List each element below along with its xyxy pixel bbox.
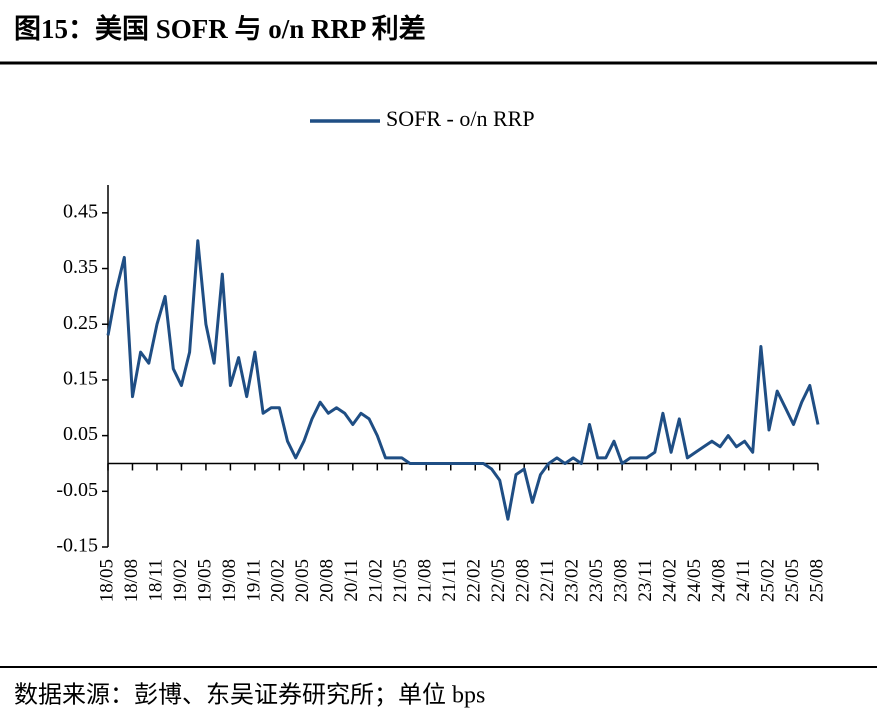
x-tick-label: 18/08 xyxy=(121,559,142,602)
y-tick-label: 0.05 xyxy=(63,423,98,445)
x-tick-label: 19/08 xyxy=(219,559,240,602)
x-tick-label: 22/02 xyxy=(464,559,485,602)
x-tick-label: 21/08 xyxy=(415,559,436,602)
x-tick-label: 20/05 xyxy=(292,559,313,602)
chart-title: 图15：美国 SOFR 与 o/n RRP 利差 xyxy=(14,13,426,44)
x-tick-label: 23/11 xyxy=(635,559,656,602)
source-note: 数据来源：彭博、东吴证券研究所；单位 bps xyxy=(14,682,485,709)
legend-label: SOFR - o/n RRP xyxy=(386,106,535,131)
y-tick-label: 0.15 xyxy=(63,368,98,390)
x-tick-label: 23/02 xyxy=(562,559,583,602)
x-tick-label: 25/08 xyxy=(806,559,827,602)
x-tick-label: 22/05 xyxy=(488,559,509,602)
x-tick-label: 25/02 xyxy=(757,559,778,602)
series-line xyxy=(106,239,820,521)
x-tick-label: 18/11 xyxy=(145,559,166,602)
x-tick-label: 20/02 xyxy=(268,559,289,602)
x-tick-label: 20/11 xyxy=(341,559,362,602)
y-tick-label: -0.05 xyxy=(56,479,98,501)
x-tick-label: 24/08 xyxy=(708,559,729,602)
x-tick-label: 25/05 xyxy=(782,559,803,602)
x-tick-label: 24/02 xyxy=(659,559,680,602)
y-tick-label: -0.15 xyxy=(56,535,98,557)
x-tick-label: 18/05 xyxy=(96,559,117,602)
x-tick-label: 22/11 xyxy=(537,559,558,602)
x-tick-label: 19/11 xyxy=(243,559,264,602)
x-tick-label: 24/11 xyxy=(733,559,754,602)
x-tick-label: 24/05 xyxy=(684,559,705,602)
y-tick-label: 0.45 xyxy=(63,200,98,222)
x-tick-label: 21/05 xyxy=(390,559,411,602)
x-tick-label: 21/02 xyxy=(366,559,387,602)
x-tick-label: 22/08 xyxy=(513,559,534,602)
x-tick-label: 23/05 xyxy=(586,559,607,602)
x-tick-label: 20/08 xyxy=(317,559,338,602)
x-tick-label: 19/05 xyxy=(194,559,215,602)
x-tick-label: 23/08 xyxy=(610,559,631,602)
y-tick-label: 0.25 xyxy=(63,312,98,334)
x-tick-label: 21/11 xyxy=(439,559,460,602)
x-tick-label: 19/02 xyxy=(170,559,191,602)
y-tick-label: 0.35 xyxy=(63,256,98,278)
